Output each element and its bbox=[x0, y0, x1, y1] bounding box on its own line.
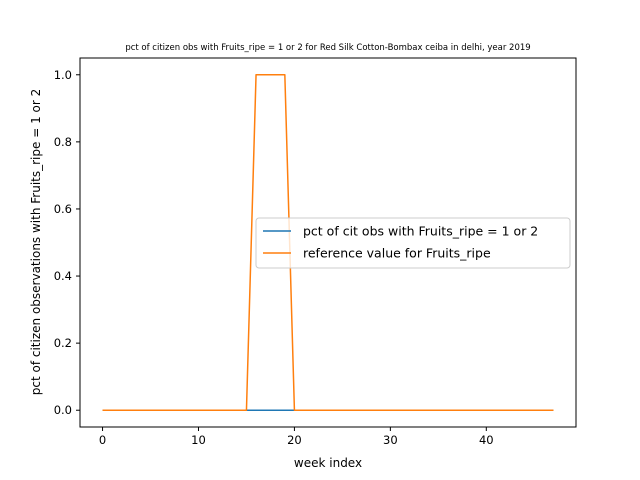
x-axis-label: week index bbox=[294, 456, 362, 470]
x-tick-label: 0 bbox=[99, 433, 106, 447]
x-tick-label: 20 bbox=[287, 433, 302, 447]
y-tick-label: 0.0 bbox=[54, 403, 72, 417]
legend-label-1: pct of cit obs with Fruits_ripe = 1 or 2 bbox=[303, 224, 538, 239]
plot-frame bbox=[79, 57, 577, 428]
x-tick-label: 40 bbox=[479, 433, 494, 447]
legend: pct of cit obs with Fruits_ripe = 1 or 2… bbox=[255, 217, 571, 269]
series-line-2 bbox=[102, 74, 554, 411]
y-tick-label: 0.6 bbox=[54, 202, 72, 216]
legend-label-2: reference value for Fruits_ripe bbox=[303, 246, 491, 261]
x-tick-label: 10 bbox=[191, 433, 206, 447]
y-axis-label: pct of citizen observations with Fruits_… bbox=[29, 89, 43, 395]
series-layer bbox=[102, 74, 554, 411]
y-tick-label: 0.2 bbox=[54, 336, 72, 350]
y-axis: 0.0 0.2 0.4 0.6 0.8 1.0 bbox=[54, 68, 80, 417]
x-tick-label: 30 bbox=[383, 433, 398, 447]
x-axis: 0 10 20 30 40 bbox=[99, 427, 494, 447]
y-tick-label: 0.8 bbox=[54, 135, 72, 149]
legend-box bbox=[255, 217, 571, 269]
chart-title: pct of citizen obs with Fruits_ripe = 1 … bbox=[125, 43, 530, 53]
y-tick-label: 0.4 bbox=[54, 269, 72, 283]
y-tick-label: 1.0 bbox=[54, 68, 72, 82]
